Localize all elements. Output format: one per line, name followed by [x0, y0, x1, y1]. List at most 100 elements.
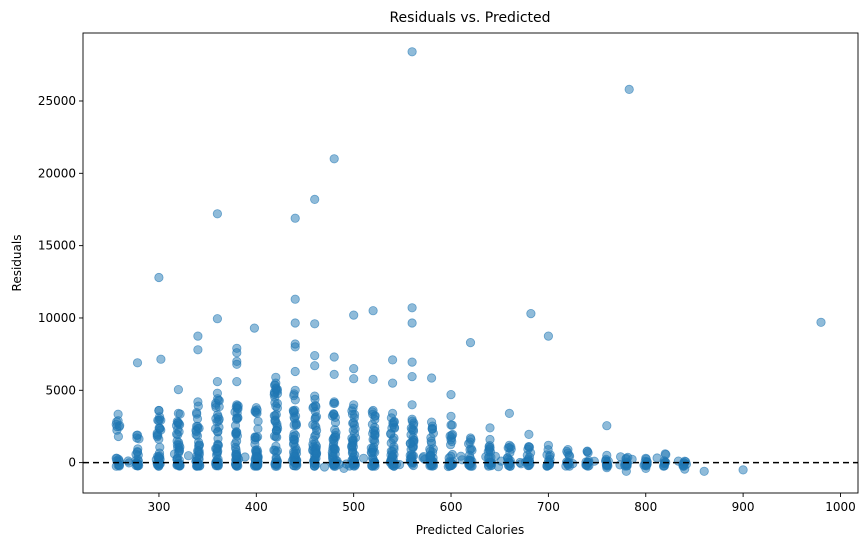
data-point	[589, 456, 599, 466]
data-point	[123, 456, 133, 466]
data-point	[339, 463, 349, 473]
data-point	[652, 453, 662, 463]
data-point	[504, 440, 514, 450]
data-point	[271, 372, 281, 382]
data-point	[310, 361, 320, 371]
data-point	[232, 400, 242, 410]
data-point	[387, 408, 398, 418]
data-point	[680, 464, 690, 474]
data-point	[290, 395, 300, 405]
data-point	[132, 430, 143, 440]
data-point	[212, 314, 222, 324]
data-point	[387, 423, 397, 433]
y-axis-label: Residuals	[10, 235, 24, 292]
data-point	[113, 409, 123, 419]
data-point	[271, 401, 281, 411]
points-layer	[111, 47, 826, 476]
data-point	[193, 397, 203, 407]
data-point	[544, 459, 555, 469]
data-point	[563, 444, 573, 455]
x-tick-label: 1000	[825, 500, 856, 514]
data-point	[407, 371, 417, 382]
y-tick-label: 5000	[45, 383, 76, 397]
data-point	[253, 424, 263, 434]
data-point	[154, 415, 164, 426]
data-point	[232, 348, 242, 358]
data-point	[232, 413, 242, 423]
data-point	[154, 405, 164, 416]
data-point	[231, 427, 241, 437]
data-point	[193, 331, 203, 341]
chart-title: Residuals vs. Predicted	[389, 10, 550, 26]
data-point	[290, 385, 300, 395]
data-point	[288, 431, 298, 442]
data-point	[493, 462, 503, 472]
data-point	[114, 461, 124, 471]
data-point	[173, 384, 183, 395]
x-axis-ticks: 300 400 500 600 700 800 900 1000	[147, 493, 856, 514]
data-point	[526, 308, 536, 319]
data-point	[349, 400, 359, 410]
data-point	[290, 366, 300, 377]
data-point	[368, 374, 378, 384]
data-point	[269, 445, 279, 455]
data-point	[231, 451, 241, 461]
data-point	[287, 456, 297, 466]
data-point	[426, 451, 436, 461]
data-point	[407, 400, 417, 410]
y-tick-label: 25000	[38, 94, 76, 108]
data-point	[347, 433, 357, 443]
data-point	[426, 417, 437, 427]
y-axis-ticks: 0 5000 10000 15000 20000 25000	[38, 94, 83, 470]
data-point	[602, 421, 612, 431]
data-point	[132, 358, 143, 368]
data-point	[271, 432, 281, 442]
data-point	[193, 461, 203, 471]
data-point	[250, 432, 260, 443]
data-point	[270, 416, 280, 426]
data-point	[358, 453, 369, 463]
data-point	[183, 451, 194, 461]
data-point	[348, 425, 358, 435]
data-point	[173, 408, 183, 418]
data-point	[329, 436, 339, 446]
data-point	[347, 441, 357, 451]
data-point	[366, 447, 376, 457]
y-tick-label: 15000	[38, 239, 76, 253]
data-point	[624, 84, 634, 95]
data-point	[368, 306, 378, 316]
data-point	[349, 374, 359, 384]
data-point	[405, 438, 415, 448]
y-tick-label: 10000	[38, 311, 76, 325]
data-point	[524, 442, 534, 452]
data-point	[446, 389, 456, 400]
data-point	[193, 345, 203, 355]
data-point	[641, 463, 651, 473]
data-point	[367, 460, 377, 471]
data-point	[289, 420, 299, 430]
data-point	[232, 376, 242, 387]
data-point	[156, 354, 166, 364]
data-point	[328, 409, 339, 419]
data-point	[465, 433, 476, 443]
plot-area-frame	[82, 32, 859, 494]
data-point	[602, 463, 612, 473]
data-point	[192, 414, 203, 424]
data-point	[231, 459, 241, 469]
data-point	[212, 376, 222, 387]
data-point	[426, 373, 437, 383]
data-point	[311, 448, 322, 458]
data-point	[621, 466, 631, 476]
data-point	[673, 456, 684, 466]
data-point	[332, 456, 342, 466]
data-point	[151, 454, 161, 465]
data-point	[154, 272, 164, 283]
data-point	[194, 446, 204, 456]
data-point	[485, 423, 495, 433]
data-point	[445, 440, 456, 450]
data-point	[465, 337, 476, 348]
data-point	[446, 420, 456, 430]
data-point	[699, 466, 709, 476]
data-point	[389, 433, 399, 443]
